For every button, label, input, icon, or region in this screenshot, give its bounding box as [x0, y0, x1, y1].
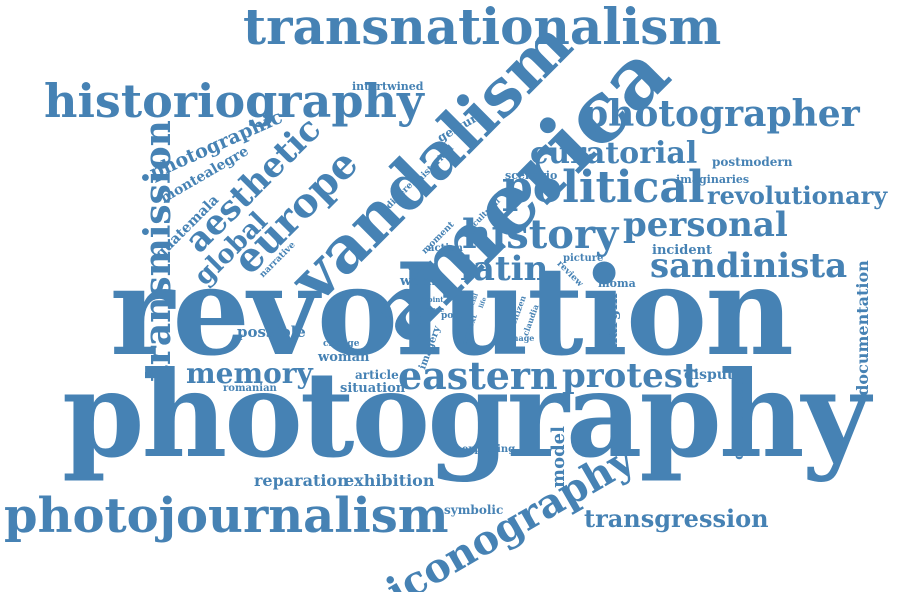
word-history: history — [462, 211, 619, 258]
word-eastern: eastern — [398, 353, 558, 398]
word-reparation: reparation — [254, 471, 349, 490]
word-more: more — [424, 305, 445, 314]
word-moma: moma — [598, 277, 636, 290]
word-imaginaries: imaginaries — [676, 173, 750, 186]
word-woman: woman — [318, 350, 370, 365]
word-concerned: concerned — [730, 378, 747, 460]
word-documentation: documentation — [852, 260, 872, 396]
word-possible: possible — [237, 323, 306, 341]
word-personal: personal — [623, 205, 788, 245]
word-protest: protest — [562, 356, 699, 396]
word-model: model — [547, 426, 569, 488]
word-article: article — [355, 368, 399, 382]
word-symbolic: symbolic — [444, 503, 504, 517]
word-transgression: transgression — [584, 504, 769, 533]
word-photojournalism: photojournalism — [4, 488, 449, 544]
word-work: work — [400, 274, 436, 289]
word-image: image — [507, 333, 535, 343]
word-intertwined: intertwined — [352, 80, 424, 93]
word-photographer: photographer — [583, 93, 860, 135]
word-margin: margin — [602, 293, 621, 354]
word-revolutionary: revolutionary — [707, 181, 888, 210]
word-scenario: scenario — [505, 169, 558, 182]
word-post: post — [441, 311, 463, 321]
word-latin: latin — [460, 249, 549, 289]
word-situation: situation — [340, 381, 406, 396]
word-visual: visual — [407, 263, 437, 273]
word-picture: picture — [563, 253, 604, 264]
word-change: change — [323, 339, 360, 349]
word-memory: memory — [186, 357, 313, 390]
word-romanian: romanian — [223, 383, 277, 394]
word-revolution: revolution — [110, 239, 794, 383]
word-sandinista: sandinista — [650, 246, 848, 286]
word-political: political — [502, 162, 705, 213]
word-exhibition: exhibition — [344, 471, 435, 490]
word-point: point — [423, 295, 444, 304]
word-action: action — [428, 243, 463, 254]
word-dispute: dispute — [684, 367, 743, 383]
word-curatorial: curatorial — [530, 136, 698, 171]
word-historiography: historiography — [44, 74, 424, 128]
word-postmodern: postmodern — [712, 155, 793, 169]
word-photography: photography — [62, 345, 870, 484]
word-incident: incident — [652, 243, 713, 258]
word-transnationalism: transnationalism — [243, 0, 722, 56]
word-exploring: exploring — [462, 444, 516, 455]
